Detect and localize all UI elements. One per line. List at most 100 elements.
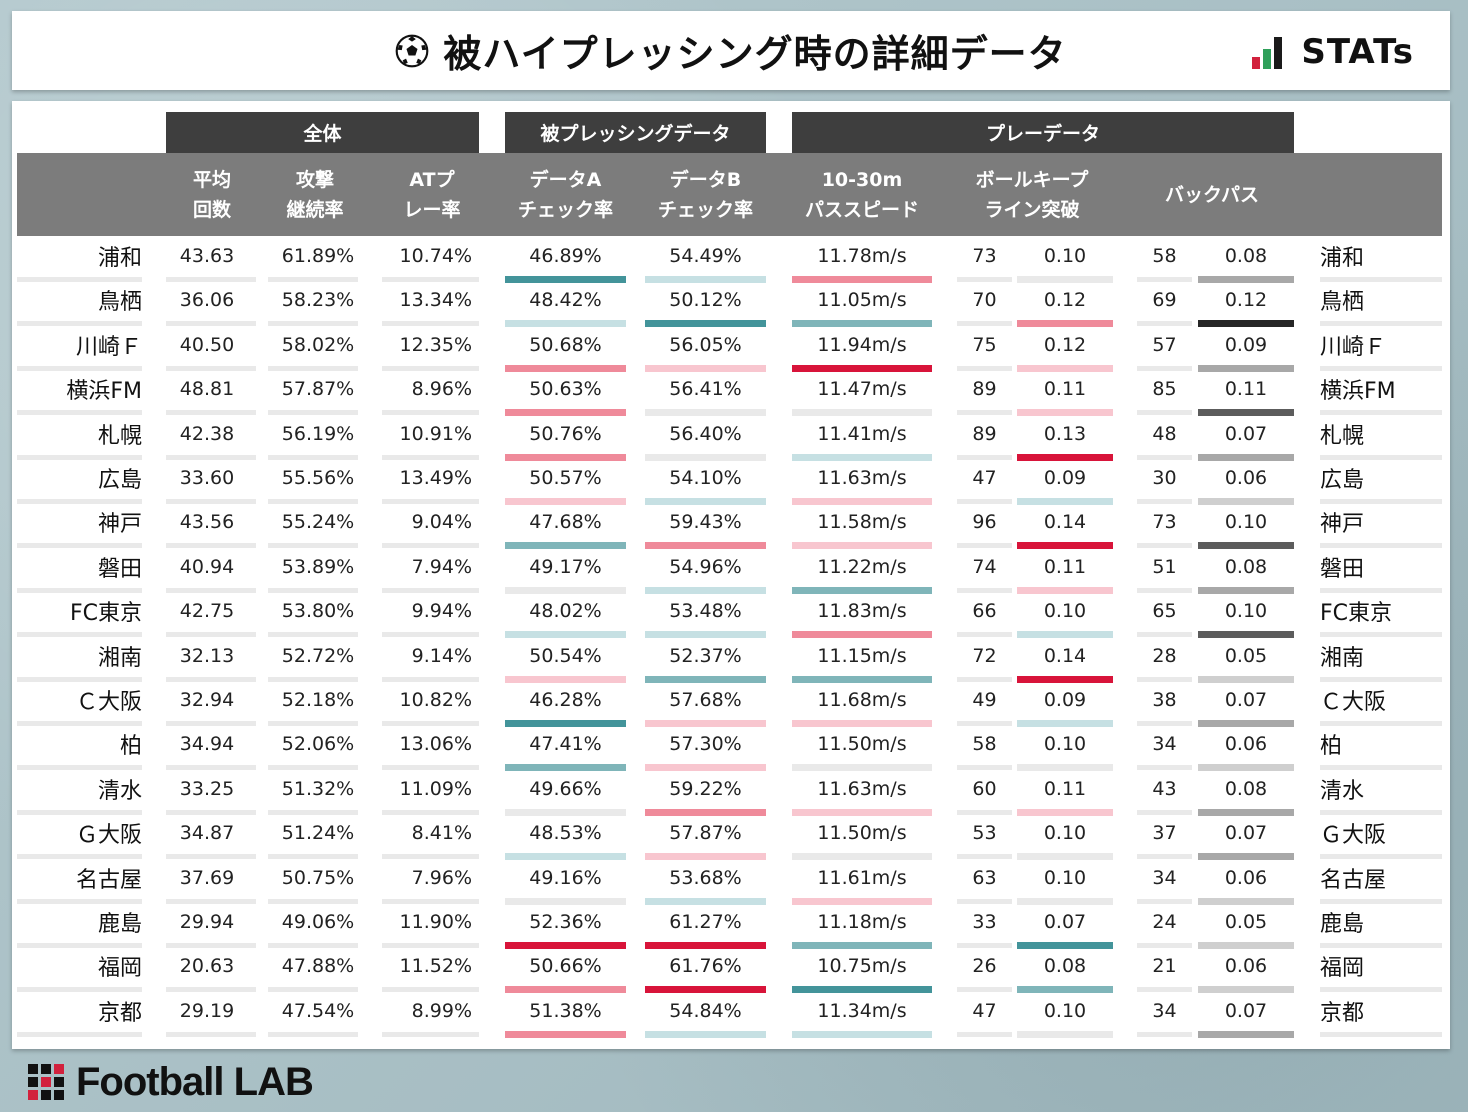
ball-keep-rate-color-bar — [1017, 764, 1113, 772]
row-separator — [1137, 943, 1192, 948]
pass-speed-cell: 11.94m/s — [817, 333, 907, 356]
continue-rate-cell: 55.24% — [281, 511, 355, 534]
back-pass-rate-color-bar — [1198, 764, 1294, 772]
team-name: 湘南 — [97, 645, 142, 671]
back-pass-rate-color-bar — [1198, 897, 1294, 905]
back-pass-rate-color-bar — [1198, 498, 1294, 505]
data-b-cell: 61.76% — [669, 955, 742, 978]
data-a-cell: 51.38% — [529, 999, 602, 1022]
row-separator — [1137, 854, 1192, 860]
row-separator — [166, 987, 256, 993]
at-play-rate-cell: 10.91% — [399, 422, 472, 445]
row-separator — [17, 1031, 142, 1037]
table-row: 福岡 20.63 47.88% 11.52% 50.66% 61.76% 10.75m/s 2… — [12, 946, 1450, 994]
pass-speed-cell: 11.83m/s — [817, 600, 907, 623]
title-bar: 被ハイプレッシング時の詳細データ STATs — [12, 11, 1450, 90]
pass-speed-color-bar — [792, 675, 932, 683]
at-play-rate-cell: 10.74% — [399, 245, 472, 267]
team-name: 名古屋 — [75, 867, 142, 893]
team-name-right: 川崎Ｆ — [1320, 334, 1387, 360]
pass-speed-color-bar — [792, 453, 932, 461]
data-a-color-bar — [505, 897, 626, 905]
row-separator — [1137, 365, 1192, 371]
team-name-right: 京都 — [1320, 1000, 1365, 1026]
team-name-right: FC東京 — [1320, 601, 1393, 627]
continue-rate-cell: 47.54% — [281, 999, 355, 1022]
ball-keep-rate-cell: 0.12 — [1043, 333, 1087, 356]
data-b-cell: 54.49% — [669, 245, 742, 267]
table-row: 札幌 42.38 56.19% 10.91% 50.76% 56.40% 11.41m/s 8… — [12, 414, 1450, 461]
back-pass-rate-color-bar — [1198, 808, 1294, 816]
football-lab-text: Football LAB — [76, 1059, 314, 1104]
back-pass-rate-cell: 0.06 — [1224, 733, 1268, 756]
row-separator — [957, 987, 1012, 993]
row-separator — [17, 765, 142, 771]
back-pass-rate-cell: 0.08 — [1224, 555, 1268, 578]
pass-speed-color-bar — [792, 586, 932, 594]
ball-keep-rate-cell: 0.12 — [1043, 289, 1087, 312]
data-a-color-bar — [505, 720, 626, 727]
data-b-color-bar — [645, 675, 766, 683]
ball-keep-rate-color-bar — [1017, 276, 1113, 283]
avg-count-cell: 29.19 — [179, 999, 235, 1022]
table-row: Ｃ大阪 32.94 52.18% 10.82% 46.28% 57.68% 11.68m/s… — [12, 680, 1450, 727]
team-name: 神戸 — [97, 512, 142, 538]
row-separator — [382, 943, 479, 948]
continue-rate-cell: 53.80% — [281, 600, 355, 623]
table-row: 清水 33.25 51.32% 11.09% 49.66% 59.22% 11.63m/s 6… — [12, 769, 1450, 816]
row-separator — [957, 587, 1012, 593]
at-play-rate-cell: 7.94% — [411, 555, 472, 578]
back-pass-rate-color-bar — [1198, 942, 1294, 949]
group-header-play: プレーデータ — [792, 112, 1294, 153]
row-separator — [166, 765, 256, 771]
team-name-right: 鹿島 — [1320, 912, 1365, 937]
ball-keep-rate-color-bar — [1017, 498, 1113, 505]
team-name: FC東京 — [69, 601, 142, 627]
continue-rate-cell: 52.72% — [281, 644, 355, 667]
row-separator — [268, 543, 358, 549]
pass-speed-color-bar — [792, 764, 932, 772]
pass-speed-color-bar — [792, 986, 932, 994]
title-text: 被ハイプレッシング時の詳細データ — [443, 32, 1067, 76]
data-b-color-bar — [645, 897, 766, 905]
team-name: 広島 — [97, 468, 142, 493]
row-separator — [17, 499, 142, 504]
pass-speed-color-bar — [792, 942, 932, 949]
row-separator — [1137, 587, 1192, 593]
pass-speed-cell: 11.41m/s — [817, 422, 907, 445]
table-row: 神戸 43.56 55.24% 9.04% 47.68% 59.43% 11.58m/s 96… — [12, 502, 1450, 550]
data-b-color-bar — [645, 453, 766, 461]
continue-rate-cell: 51.32% — [281, 777, 355, 800]
row-separator — [268, 898, 358, 904]
ball-keep-rate-color-bar — [1017, 453, 1113, 461]
pass-speed-cell: 11.63m/s — [817, 777, 907, 800]
row-separator — [957, 321, 1012, 327]
pass-speed-cell: 11.22m/s — [817, 555, 907, 578]
ball-keep-count-cell: 49 — [972, 689, 997, 711]
row-separator — [957, 721, 1012, 726]
pass-speed-color-bar — [792, 808, 932, 816]
data-b-cell: 56.05% — [669, 333, 742, 356]
continue-rate-cell: 61.89% — [281, 245, 355, 267]
row-separator — [382, 987, 479, 993]
pass-speed-cell: 11.61m/s — [817, 866, 907, 889]
row-separator — [268, 454, 358, 460]
back-pass-rate-cell: 0.12 — [1224, 289, 1268, 312]
column-header-row: 平均 回数 攻撃 継続率 ATプ レー率 データA チェック率 データB チェック率 10… — [17, 153, 1442, 236]
back-pass-rate-cell: 0.05 — [1224, 911, 1268, 933]
row-separator — [166, 321, 256, 327]
row-separator — [1137, 499, 1192, 504]
row-separator — [382, 765, 479, 771]
team-name: 柏 — [119, 734, 142, 760]
table-row: Ｇ大阪 34.87 51.24% 8.41% 48.53% 57.87% 11.50m/s 5… — [12, 813, 1450, 861]
continue-rate-cell: 56.19% — [281, 422, 355, 445]
pass-speed-cell: 11.47m/s — [817, 378, 907, 401]
data-a-cell: 50.57% — [529, 467, 602, 489]
ball-keep-count-cell: 89 — [972, 422, 997, 445]
ball-keep-rate-cell: 0.11 — [1043, 378, 1087, 401]
avg-count-cell: 34.94 — [179, 733, 235, 756]
row-separator — [957, 454, 1012, 460]
avg-count-cell: 32.94 — [179, 689, 235, 711]
table-row: 川崎Ｆ 40.50 58.02% 12.35% 50.68% 56.05% 11.94m/s… — [12, 325, 1450, 372]
team-name: 京都 — [97, 1000, 142, 1026]
